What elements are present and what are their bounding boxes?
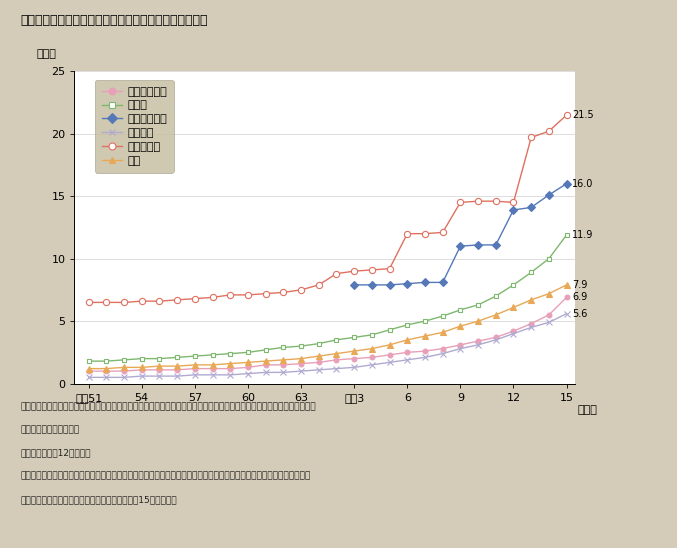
Text: （％）: （％） bbox=[37, 49, 57, 59]
Text: により作成。: により作成。 bbox=[20, 426, 79, 435]
Text: ２．各年12月現在。: ２．各年12月現在。 bbox=[20, 449, 91, 458]
Text: 北九州市，福岡市，さいたま市（平成15年以降）。: 北九州市，福岡市，さいたま市（平成15年以降）。 bbox=[20, 495, 177, 504]
Text: ３．政令指定都市は，札幌市，仙台市，千葉市，横浜市，川崎市，名古屋市，京都市，大阪市，神戸市，広島市，: ３．政令指定都市は，札幌市，仙台市，千葉市，横浜市，川崎市，名古屋市，京都市，大… bbox=[20, 472, 311, 481]
Text: 11.9: 11.9 bbox=[572, 230, 594, 240]
Text: 第１－１－６図　地方議会における女性議員割合の推移: 第１－１－６図 地方議会における女性議員割合の推移 bbox=[20, 14, 208, 27]
Text: （備考）１．都道府県議会，市議会，町村議会，特別区議会は総務省資料より作成。政令指定都市は全国市議会議長会資料: （備考）１．都道府県議会，市議会，町村議会，特別区議会は総務省資料より作成。政令… bbox=[20, 403, 316, 412]
Text: 6.9: 6.9 bbox=[572, 293, 588, 302]
Legend: 都道府県議会, 市議会, 政令指定都市, 町村議会, 特別区議会, 合計: 都道府県議会, 市議会, 政令指定都市, 町村議会, 特別区議会, 合計 bbox=[95, 80, 174, 173]
Text: 21.5: 21.5 bbox=[572, 110, 594, 120]
Text: 5.6: 5.6 bbox=[572, 309, 588, 318]
Text: 7.9: 7.9 bbox=[572, 280, 588, 290]
Text: （年）: （年） bbox=[578, 406, 598, 415]
Text: 16.0: 16.0 bbox=[572, 179, 594, 189]
